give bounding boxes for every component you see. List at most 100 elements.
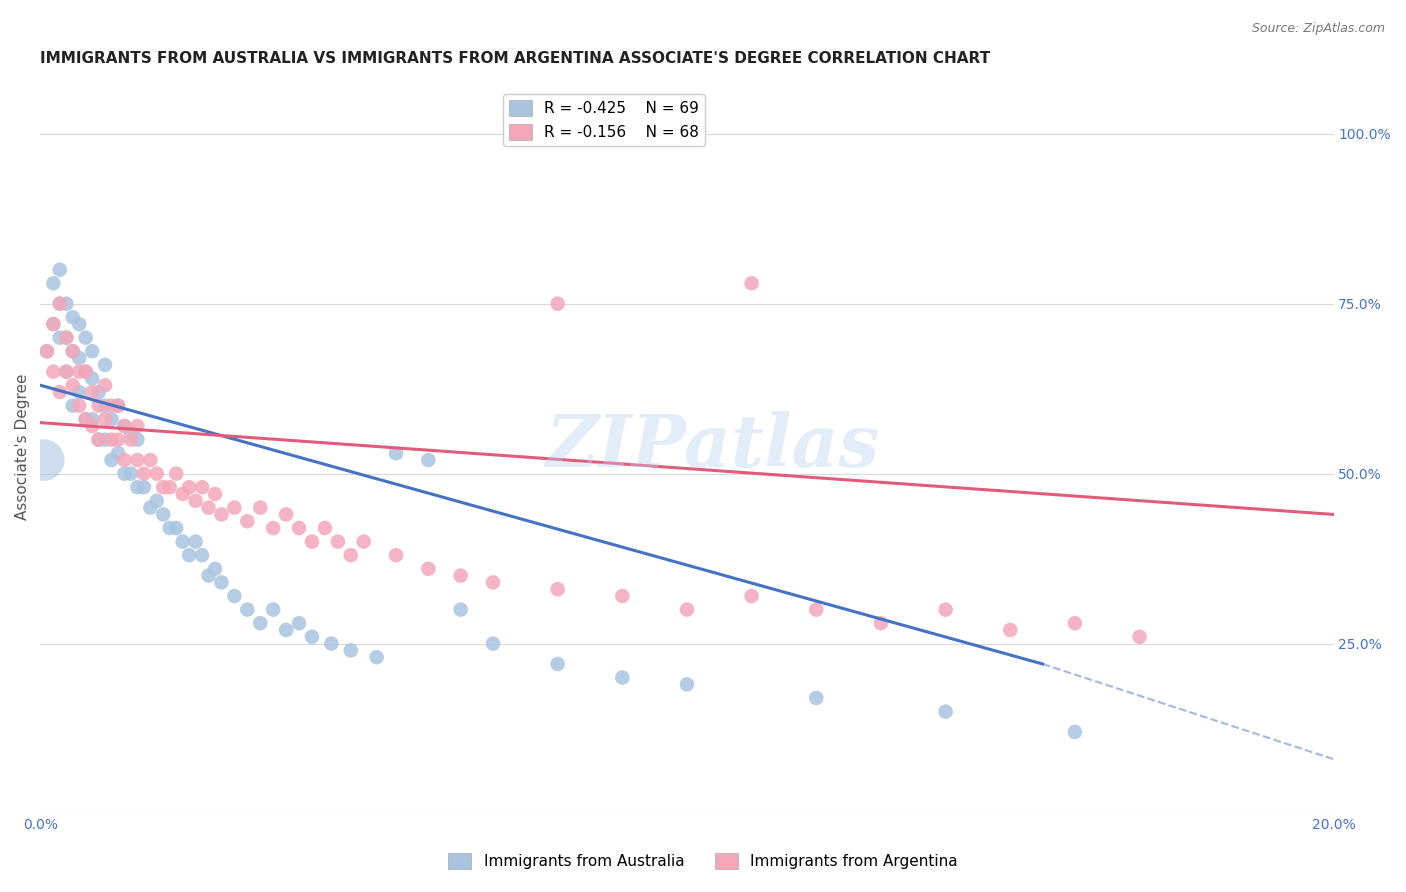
Point xyxy=(1064,725,1087,739)
Point xyxy=(326,534,349,549)
Point xyxy=(191,548,214,562)
Point xyxy=(179,480,201,494)
Point xyxy=(82,371,104,385)
Point xyxy=(120,467,142,481)
Point xyxy=(741,277,763,291)
Legend: R = -0.425    N = 69, R = -0.156    N = 68: R = -0.425 N = 69, R = -0.156 N = 68 xyxy=(503,95,706,146)
Point xyxy=(100,399,122,413)
Point xyxy=(1128,630,1150,644)
Point xyxy=(301,534,323,549)
Point xyxy=(132,467,155,481)
Point xyxy=(114,453,136,467)
Point xyxy=(172,534,194,549)
Point xyxy=(339,548,361,562)
Point xyxy=(107,399,129,413)
Point xyxy=(146,467,169,481)
Point xyxy=(191,480,214,494)
Point xyxy=(32,453,55,467)
Point xyxy=(132,480,155,494)
Point xyxy=(197,568,219,582)
Point xyxy=(741,589,763,603)
Point xyxy=(67,351,90,365)
Point xyxy=(49,296,72,310)
Point xyxy=(87,385,110,400)
Point xyxy=(87,399,110,413)
Point xyxy=(55,296,77,310)
Point xyxy=(184,534,207,549)
Point xyxy=(197,500,219,515)
Point xyxy=(55,365,77,379)
Point xyxy=(114,419,136,434)
Point xyxy=(139,453,162,467)
Point xyxy=(224,500,246,515)
Point xyxy=(935,602,957,616)
Point xyxy=(612,589,634,603)
Point xyxy=(75,331,97,345)
Text: IMMIGRANTS FROM AUSTRALIA VS IMMIGRANTS FROM ARGENTINA ASSOCIATE'S DEGREE CORREL: IMMIGRANTS FROM AUSTRALIA VS IMMIGRANTS … xyxy=(41,51,991,66)
Point xyxy=(366,650,388,665)
Point xyxy=(94,378,117,392)
Point xyxy=(224,589,246,603)
Point xyxy=(211,508,233,522)
Point xyxy=(75,412,97,426)
Point xyxy=(935,705,957,719)
Point xyxy=(262,521,284,535)
Point xyxy=(49,385,72,400)
Point xyxy=(301,630,323,644)
Point xyxy=(204,487,226,501)
Point xyxy=(152,508,174,522)
Point xyxy=(94,399,117,413)
Point xyxy=(274,508,297,522)
Point xyxy=(55,331,77,345)
Point xyxy=(184,493,207,508)
Point xyxy=(288,521,311,535)
Point xyxy=(107,433,129,447)
Point xyxy=(42,317,65,331)
Point xyxy=(139,500,162,515)
Point xyxy=(67,399,90,413)
Point xyxy=(107,446,129,460)
Point xyxy=(62,344,84,359)
Point xyxy=(35,344,58,359)
Point xyxy=(49,296,72,310)
Point xyxy=(262,602,284,616)
Point xyxy=(1064,616,1087,631)
Point xyxy=(870,616,893,631)
Point xyxy=(385,548,408,562)
Point xyxy=(236,602,259,616)
Point xyxy=(42,317,65,331)
Point xyxy=(159,521,181,535)
Point xyxy=(127,433,149,447)
Point xyxy=(179,548,201,562)
Point xyxy=(806,602,828,616)
Point xyxy=(62,378,84,392)
Point xyxy=(82,344,104,359)
Point xyxy=(75,365,97,379)
Point xyxy=(159,480,181,494)
Point xyxy=(75,365,97,379)
Point xyxy=(82,385,104,400)
Point xyxy=(249,616,271,631)
Point xyxy=(75,412,97,426)
Point xyxy=(482,575,505,590)
Point xyxy=(547,296,569,310)
Point xyxy=(547,657,569,671)
Point xyxy=(120,425,142,440)
Point xyxy=(67,365,90,379)
Point xyxy=(87,433,110,447)
Point xyxy=(100,433,122,447)
Point xyxy=(107,399,129,413)
Point xyxy=(676,677,699,691)
Point xyxy=(204,562,226,576)
Point xyxy=(35,344,58,359)
Point xyxy=(165,467,187,481)
Point xyxy=(288,616,311,631)
Point xyxy=(418,562,440,576)
Point xyxy=(612,671,634,685)
Point xyxy=(87,433,110,447)
Point xyxy=(482,637,505,651)
Point xyxy=(165,521,187,535)
Legend: Immigrants from Australia, Immigrants from Argentina: Immigrants from Australia, Immigrants fr… xyxy=(443,847,963,875)
Point xyxy=(806,690,828,705)
Point xyxy=(274,623,297,637)
